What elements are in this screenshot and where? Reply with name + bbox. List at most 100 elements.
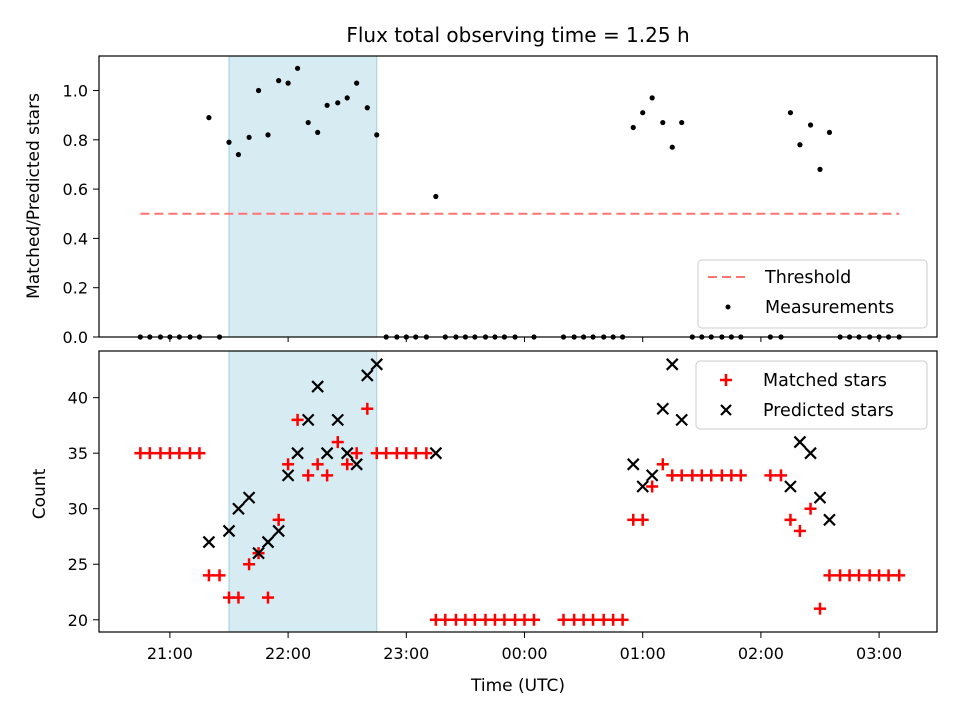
bottom-y-tick-label: 30 <box>68 500 88 519</box>
legend-predicted-swatch <box>720 404 732 416</box>
measurement-point <box>630 124 636 131</box>
top-y-tick-label: 1.0 <box>63 82 88 101</box>
top-y-tick-label: 0.8 <box>63 131 88 150</box>
predicted-star-point <box>645 469 659 482</box>
chart-title: Flux total observing time = 1.25 h <box>346 23 689 47</box>
bottom-legend-box <box>695 360 928 430</box>
matched-star-point <box>143 447 156 460</box>
top-ticks: 0.0 0.2 0.4 0.6 0.8 1.0 <box>63 82 880 347</box>
predicted-star-point <box>793 435 807 449</box>
predicted-star-point <box>232 502 245 515</box>
predicted-star-point <box>331 413 345 427</box>
measurement-point <box>206 115 212 121</box>
measurement-point <box>649 95 655 101</box>
bottom-y-tick-label: 25 <box>68 555 88 574</box>
matched-star-point <box>587 613 600 626</box>
measurement-point <box>265 132 271 138</box>
matched-star-point <box>193 447 206 460</box>
predicted-star-point <box>301 413 315 427</box>
top-y-tick-label: 0.0 <box>63 328 88 347</box>
matched-star-point <box>774 469 787 482</box>
matched-star-point <box>331 436 344 449</box>
bottom-highlight-rect <box>228 350 378 633</box>
top-y-axis-label: Matched/Predicted stars <box>24 93 44 299</box>
predicted-star-point <box>675 413 688 427</box>
bottom-y-tick-label: 35 <box>68 444 88 463</box>
matched-star-point <box>380 447 393 460</box>
predicted-star-point <box>340 446 354 460</box>
x-tick-label: 03:00 <box>856 644 902 663</box>
matched-star-point <box>557 613 570 626</box>
matched-star-point <box>882 569 895 582</box>
matched-star-point <box>420 447 433 460</box>
x-axis-label: Time (UTC) <box>470 676 565 696</box>
predicted-star-point <box>626 458 640 471</box>
predicted-star-point <box>320 446 334 460</box>
matched-star-point <box>616 613 629 626</box>
predicted-star-point <box>252 546 265 560</box>
bottom-y-axis-label: Count <box>30 468 50 519</box>
predicted-star-point <box>261 535 275 549</box>
bottom-y-tick-label: 40 <box>68 389 88 408</box>
measurement-point <box>807 122 814 128</box>
measurement-point <box>335 100 341 106</box>
measurement-point <box>374 132 380 138</box>
predicted-star-point <box>242 491 256 504</box>
legend-measurements-swatch <box>725 304 731 310</box>
measurement-point <box>354 80 360 86</box>
x-tick-label: 23:00 <box>383 644 429 663</box>
matched-star-point <box>409 447 422 460</box>
top-highlight-span <box>228 55 378 338</box>
bottom-legend: Matched stars Predicted stars <box>695 360 928 430</box>
matched-star-point <box>784 513 797 526</box>
measurement-point <box>679 119 685 126</box>
predicted-star-point <box>665 358 679 371</box>
predicted-star-point <box>429 446 443 460</box>
predicted-star-point <box>272 524 285 538</box>
matched-star-point <box>814 602 826 615</box>
predicted-star-point <box>361 369 374 382</box>
matched-star-point <box>646 480 659 493</box>
predicted-star-point <box>370 358 384 371</box>
bottom-axes-frame <box>98 350 938 633</box>
predicted-star-point <box>804 446 817 460</box>
bottom-ticks: 20 25 30 35 40 21:00 22:00 23:00 00:00 01:00 02:00… <box>68 389 903 663</box>
matched-star-point <box>213 569 226 582</box>
matched-star-point <box>636 513 649 526</box>
top-y-tick-label: 0.4 <box>63 229 88 248</box>
predicted-star-point <box>350 458 363 471</box>
measurement-point <box>255 87 262 94</box>
matched-star-point <box>311 458 324 471</box>
measurement-point <box>364 105 370 111</box>
bottom-y-tick-label: 20 <box>68 611 88 630</box>
predicted-star-point <box>291 446 304 460</box>
predicted-star-point <box>202 535 216 549</box>
matched-star-point <box>893 569 906 582</box>
matched-star-point <box>439 613 452 626</box>
top-y-tick-label: 0.2 <box>63 279 88 298</box>
matched-star-point <box>853 569 866 582</box>
predicted-star-point <box>656 402 670 416</box>
predicted-star-point <box>813 491 827 504</box>
top-axes-frame <box>98 55 938 338</box>
matched-star-point <box>282 458 295 471</box>
top-y-tick-label: 0.6 <box>63 180 88 199</box>
measurement-point <box>324 102 330 108</box>
measurement-point <box>660 119 666 126</box>
matched-star-point <box>350 447 363 460</box>
x-tick-label: 02:00 <box>738 644 784 663</box>
predicted-star-point <box>636 480 649 493</box>
top-legend-box <box>697 259 928 329</box>
top-highlight-rect <box>228 55 378 338</box>
matched-star-point <box>361 402 374 415</box>
matched-star-point <box>232 591 245 604</box>
measurement-point <box>433 193 439 200</box>
matched-star-point <box>823 569 836 582</box>
x-tick-label: 00:00 <box>501 644 547 663</box>
legend-matched-label: Matched stars <box>763 371 887 391</box>
matched-star-point <box>705 469 718 482</box>
matched-star-point <box>262 591 275 604</box>
matched-star-point <box>804 502 817 515</box>
matched-star-point <box>675 469 688 482</box>
predicted-star-point <box>823 513 836 527</box>
